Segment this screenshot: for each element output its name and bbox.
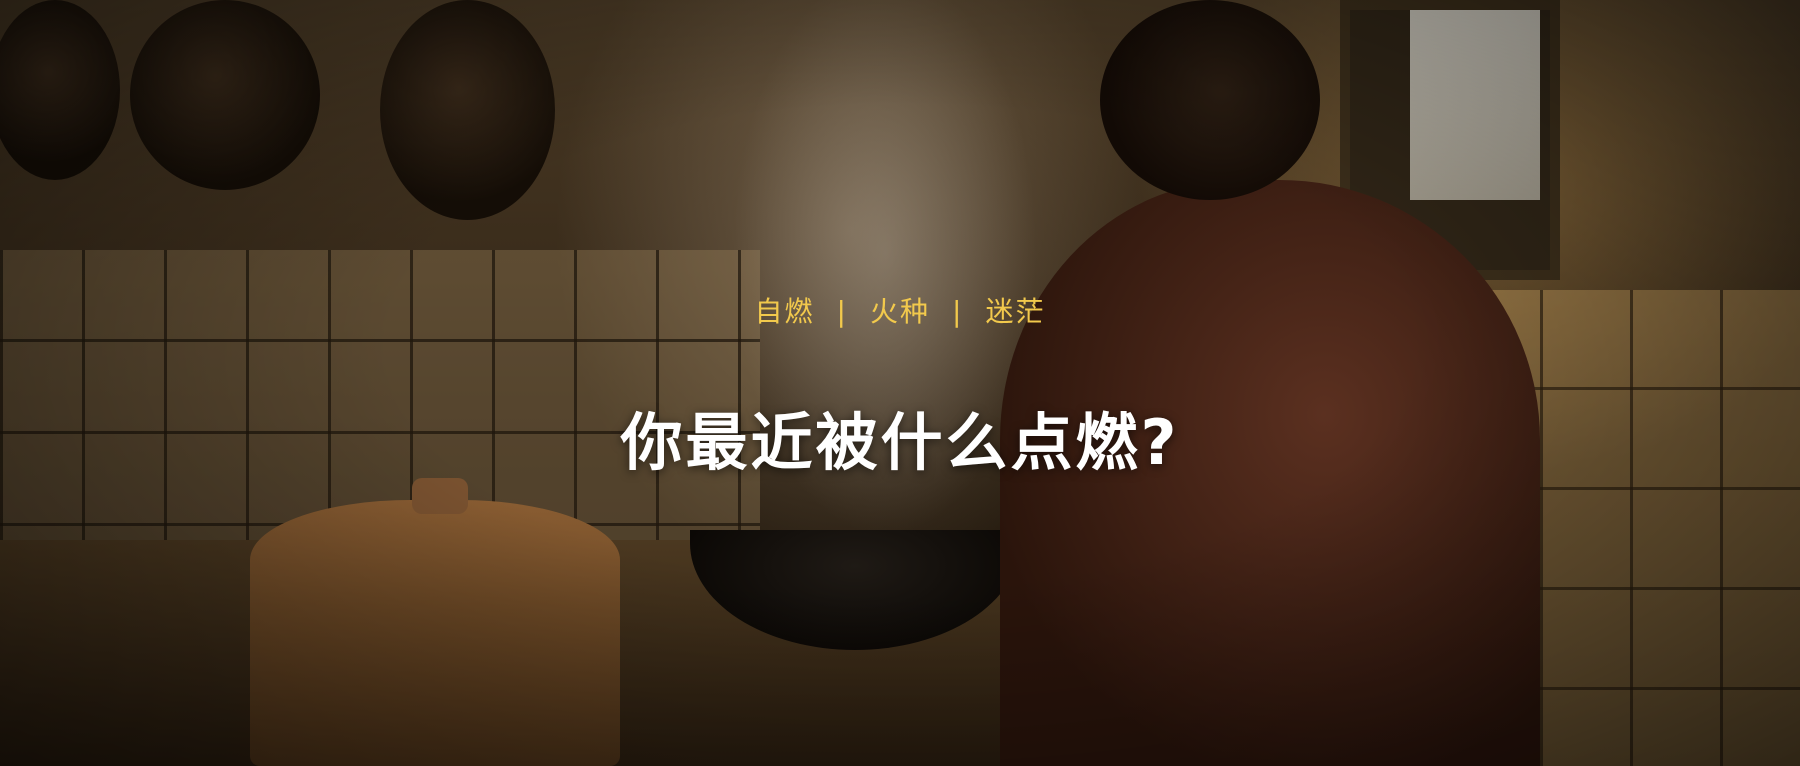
tagline-item: 自燃 (754, 295, 815, 328)
tagline-separator: | (836, 295, 848, 328)
tagline-item: 迷茫 (985, 295, 1046, 328)
tagline-separator: | (952, 295, 964, 328)
tagline: 自燃 | 火种 | 迷茫 (0, 290, 1800, 330)
tagline-item: 火种 (869, 295, 930, 328)
headline: 你最近被什么点燃? (620, 406, 1180, 479)
